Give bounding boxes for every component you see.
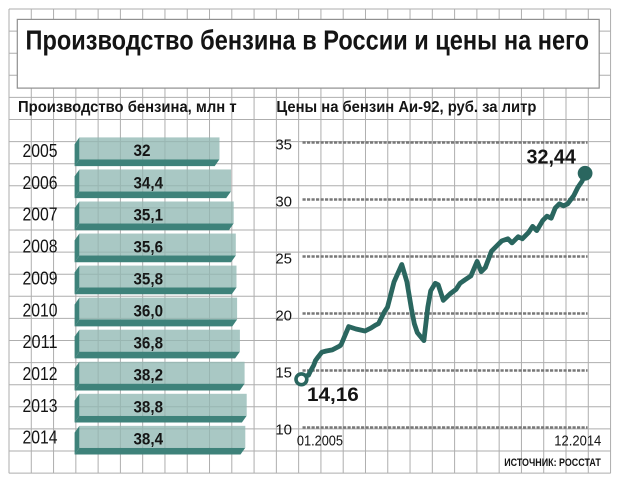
svg-text:2010: 2010 [23,299,58,320]
svg-text:15: 15 [275,365,292,382]
svg-text:2014: 2014 [23,427,58,448]
svg-text:2012: 2012 [23,363,58,384]
svg-text:36,0: 36,0 [134,301,164,320]
svg-text:30: 30 [275,194,292,211]
svg-text:34,4: 34,4 [134,173,164,192]
svg-text:2006: 2006 [23,172,58,193]
svg-text:2008: 2008 [23,236,58,257]
svg-text:20: 20 [275,308,292,325]
svg-text:ИСТОЧНИК: РОССТАТ: ИСТОЧНИК: РОССТАТ [504,457,601,469]
svg-text:Производство бензина в России: Производство бензина в России и цены на … [26,25,590,56]
svg-text:38,8: 38,8 [134,398,164,417]
svg-text:2009: 2009 [23,267,58,288]
svg-text:10: 10 [275,422,292,439]
svg-text:36,8: 36,8 [134,334,164,353]
svg-text:38,2: 38,2 [134,366,164,385]
svg-text:Цены на бензин Аи-92, руб. за: Цены на бензин Аи-92, руб. за литр [276,99,536,116]
svg-text:2011: 2011 [23,331,58,352]
svg-text:38,4: 38,4 [134,430,164,449]
svg-text:2013: 2013 [23,395,58,416]
svg-text:Производство бензина, млн т: Производство бензина, млн т [18,99,237,116]
svg-text:32,44: 32,44 [527,146,577,168]
svg-text:14,16: 14,16 [307,384,359,406]
svg-text:25: 25 [275,251,292,268]
svg-text:2007: 2007 [23,204,58,225]
svg-text:35,8: 35,8 [134,269,164,288]
svg-text:12.2014: 12.2014 [554,432,601,449]
svg-text:32: 32 [134,141,151,160]
svg-text:35: 35 [275,137,292,154]
svg-text:2005: 2005 [23,140,58,161]
svg-text:01.2005: 01.2005 [297,432,343,449]
svg-text:35,1: 35,1 [134,205,164,224]
svg-text:35,6: 35,6 [134,237,164,256]
